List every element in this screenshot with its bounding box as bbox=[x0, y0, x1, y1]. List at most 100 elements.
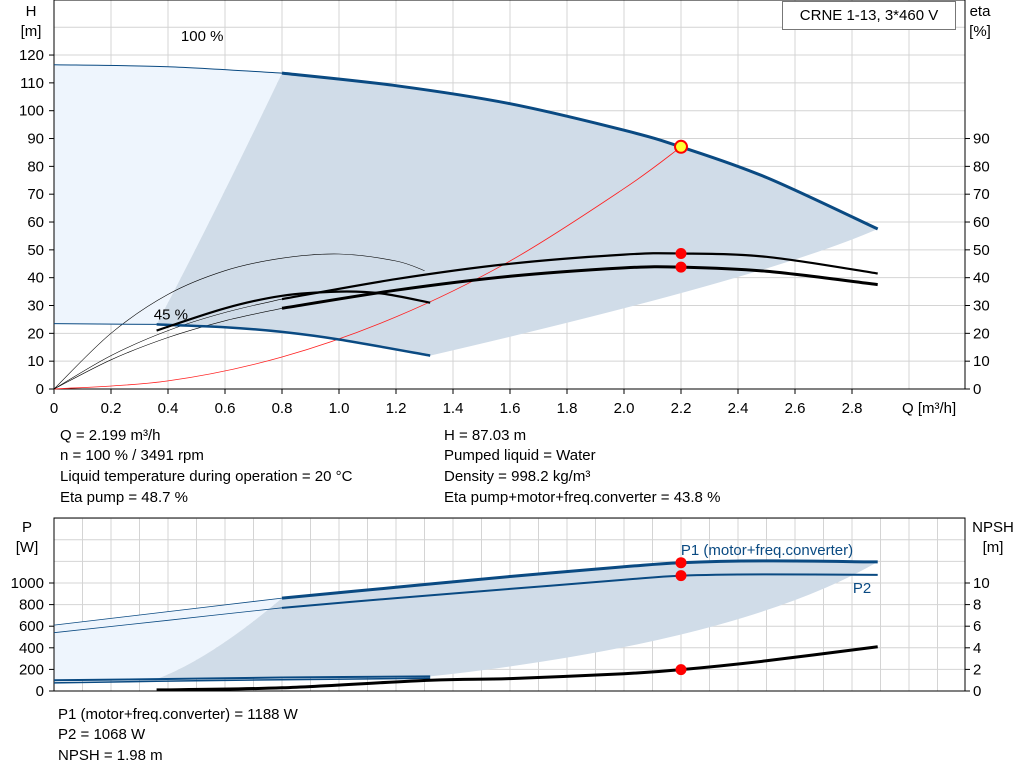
y-axis-unit-left: [m] bbox=[21, 23, 42, 40]
info-density: Density = 998.2 kg/m³ bbox=[444, 468, 591, 485]
y-tick-label-right: 20 bbox=[973, 325, 990, 342]
y-tick-label-right: 50 bbox=[973, 242, 990, 259]
y-tick-label-left: 200 bbox=[19, 661, 44, 678]
x-axis-label: Q [m³/h] bbox=[902, 400, 956, 417]
info-eta-total: Eta pump+motor+freq.converter = 43.8 % bbox=[444, 489, 721, 506]
y-tick-label-right: 2 bbox=[973, 661, 981, 678]
operating-area-extended bbox=[54, 64, 282, 325]
y-tick-label-right: 80 bbox=[973, 158, 990, 175]
duty-point-eta-pump bbox=[675, 247, 687, 259]
x-tick-label: 1.4 bbox=[443, 400, 464, 417]
y-axis-label-right: eta bbox=[970, 3, 992, 20]
p2-curve-45 bbox=[53, 677, 431, 684]
pump-title: CRNE 1-13, 3*460 V bbox=[782, 1, 956, 30]
y-tick-label-left: 100 bbox=[19, 103, 44, 120]
speed-label-100: 100 % bbox=[181, 28, 224, 45]
duty-point-npsh bbox=[675, 664, 687, 676]
speed-label-45: 45 % bbox=[154, 306, 188, 323]
y-tick-label-right: 10 bbox=[973, 353, 990, 370]
head-curve-100 bbox=[281, 71, 879, 231]
y-tick-label-right: 8 bbox=[973, 597, 981, 614]
y-tick-label-left: 20 bbox=[27, 325, 44, 342]
y-tick-label-right: 70 bbox=[973, 186, 990, 203]
y-tick-label-right: 0 bbox=[973, 683, 981, 700]
x-tick-label: 1.2 bbox=[386, 400, 407, 417]
y-tick-label-left: 80 bbox=[27, 158, 44, 175]
y-tick-label-left: 70 bbox=[27, 186, 44, 203]
y-tick-label-left: 110 bbox=[20, 75, 44, 92]
y-axis-unit-right: [%] bbox=[969, 23, 991, 40]
duty-point-p2 bbox=[675, 570, 687, 582]
head-curve-45-extended bbox=[53, 323, 157, 325]
x-tick-label: 0.8 bbox=[272, 400, 293, 417]
y-tick-label-right: 10 bbox=[973, 575, 990, 592]
info-flow: Q = 2.199 m³/h bbox=[60, 427, 161, 444]
y-tick-label-right: 4 bbox=[973, 640, 981, 657]
info-head: H = 87.03 m bbox=[444, 427, 527, 444]
x-tick-label: 2.8 bbox=[842, 400, 863, 417]
head-curve-100-extended bbox=[53, 64, 283, 74]
p2-curve-label: P2 bbox=[853, 580, 871, 597]
eta-pump-curve-45 bbox=[156, 290, 431, 332]
y-tick-label-left: 0 bbox=[36, 381, 44, 398]
duty-point-p1 bbox=[675, 557, 687, 569]
eta-pump-curve bbox=[281, 252, 878, 301]
p1-curve-45 bbox=[53, 675, 431, 682]
x-tick-label: 2.2 bbox=[671, 400, 692, 417]
power-area bbox=[156, 560, 878, 680]
eta-curve-extended bbox=[53, 298, 283, 390]
info-liquid: Pumped liquid = Water bbox=[444, 447, 596, 464]
info-temperature: Liquid temperature during operation = 20… bbox=[60, 468, 353, 485]
p1-curve bbox=[281, 559, 878, 600]
x-tick-label: 0 bbox=[50, 400, 58, 417]
info-p1: P1 (motor+freq.converter) = 1188 W bbox=[58, 706, 298, 723]
y-axis-unit-left: [W] bbox=[16, 539, 39, 556]
y-axis-label-left: H bbox=[26, 3, 37, 20]
info-npsh: NPSH = 1.98 m bbox=[58, 747, 163, 764]
eta-curve-extended bbox=[53, 308, 283, 390]
system-curve bbox=[53, 146, 682, 390]
info-eta-pump: Eta pump = 48.7 % bbox=[60, 489, 188, 506]
y-tick-label-right: 6 bbox=[973, 618, 981, 635]
y-tick-label-left: 90 bbox=[27, 131, 44, 148]
y-axis-label-right: NPSH bbox=[972, 519, 1014, 536]
x-tick-label: 2.0 bbox=[614, 400, 635, 417]
info-speed: n = 100 % / 3491 rpm bbox=[60, 447, 204, 464]
y-tick-label-left: 600 bbox=[19, 618, 44, 635]
operating-area bbox=[156, 73, 878, 356]
y-tick-label-left: 60 bbox=[27, 214, 44, 231]
x-tick-label: 1.8 bbox=[557, 400, 578, 417]
y-tick-label-right: 0 bbox=[973, 381, 981, 398]
p1-curve-extended bbox=[53, 597, 283, 626]
x-tick-label: 2.6 bbox=[785, 400, 806, 417]
y-tick-label-right: 30 bbox=[973, 298, 990, 315]
p2-curve-extended bbox=[53, 607, 283, 634]
info-p2: P2 = 1068 W bbox=[58, 726, 146, 743]
npsh-curve bbox=[156, 645, 878, 692]
eta-curve-extended bbox=[53, 253, 425, 390]
x-tick-label: 0.2 bbox=[101, 400, 122, 417]
x-tick-label: 0.6 bbox=[215, 400, 236, 417]
p2-curve bbox=[281, 573, 878, 609]
y-tick-label-left: 400 bbox=[19, 640, 44, 657]
y-tick-label-left: 40 bbox=[27, 270, 44, 287]
y-tick-label-right: 90 bbox=[973, 131, 990, 148]
y-tick-label-left: 10 bbox=[27, 353, 44, 370]
duty-point-eta-total bbox=[675, 261, 687, 273]
p1-curve-label: P1 (motor+freq.converter) bbox=[681, 542, 853, 559]
x-tick-label: 2.4 bbox=[728, 400, 749, 417]
x-tick-label: 0.4 bbox=[158, 400, 179, 417]
x-tick-label: 1.0 bbox=[329, 400, 350, 417]
duty-point-head bbox=[674, 139, 688, 154]
x-tick-label: 1.6 bbox=[500, 400, 521, 417]
head-curve-45 bbox=[156, 323, 431, 357]
y-tick-label-right: 60 bbox=[973, 214, 990, 231]
y-tick-label-right: 40 bbox=[973, 270, 990, 287]
eta-total-curve bbox=[281, 265, 878, 310]
y-tick-label-left: 120 bbox=[19, 47, 44, 64]
y-tick-label-left: 0 bbox=[36, 683, 44, 700]
y-tick-label-left: 1000 bbox=[11, 575, 44, 592]
y-tick-label-left: 30 bbox=[27, 298, 44, 315]
